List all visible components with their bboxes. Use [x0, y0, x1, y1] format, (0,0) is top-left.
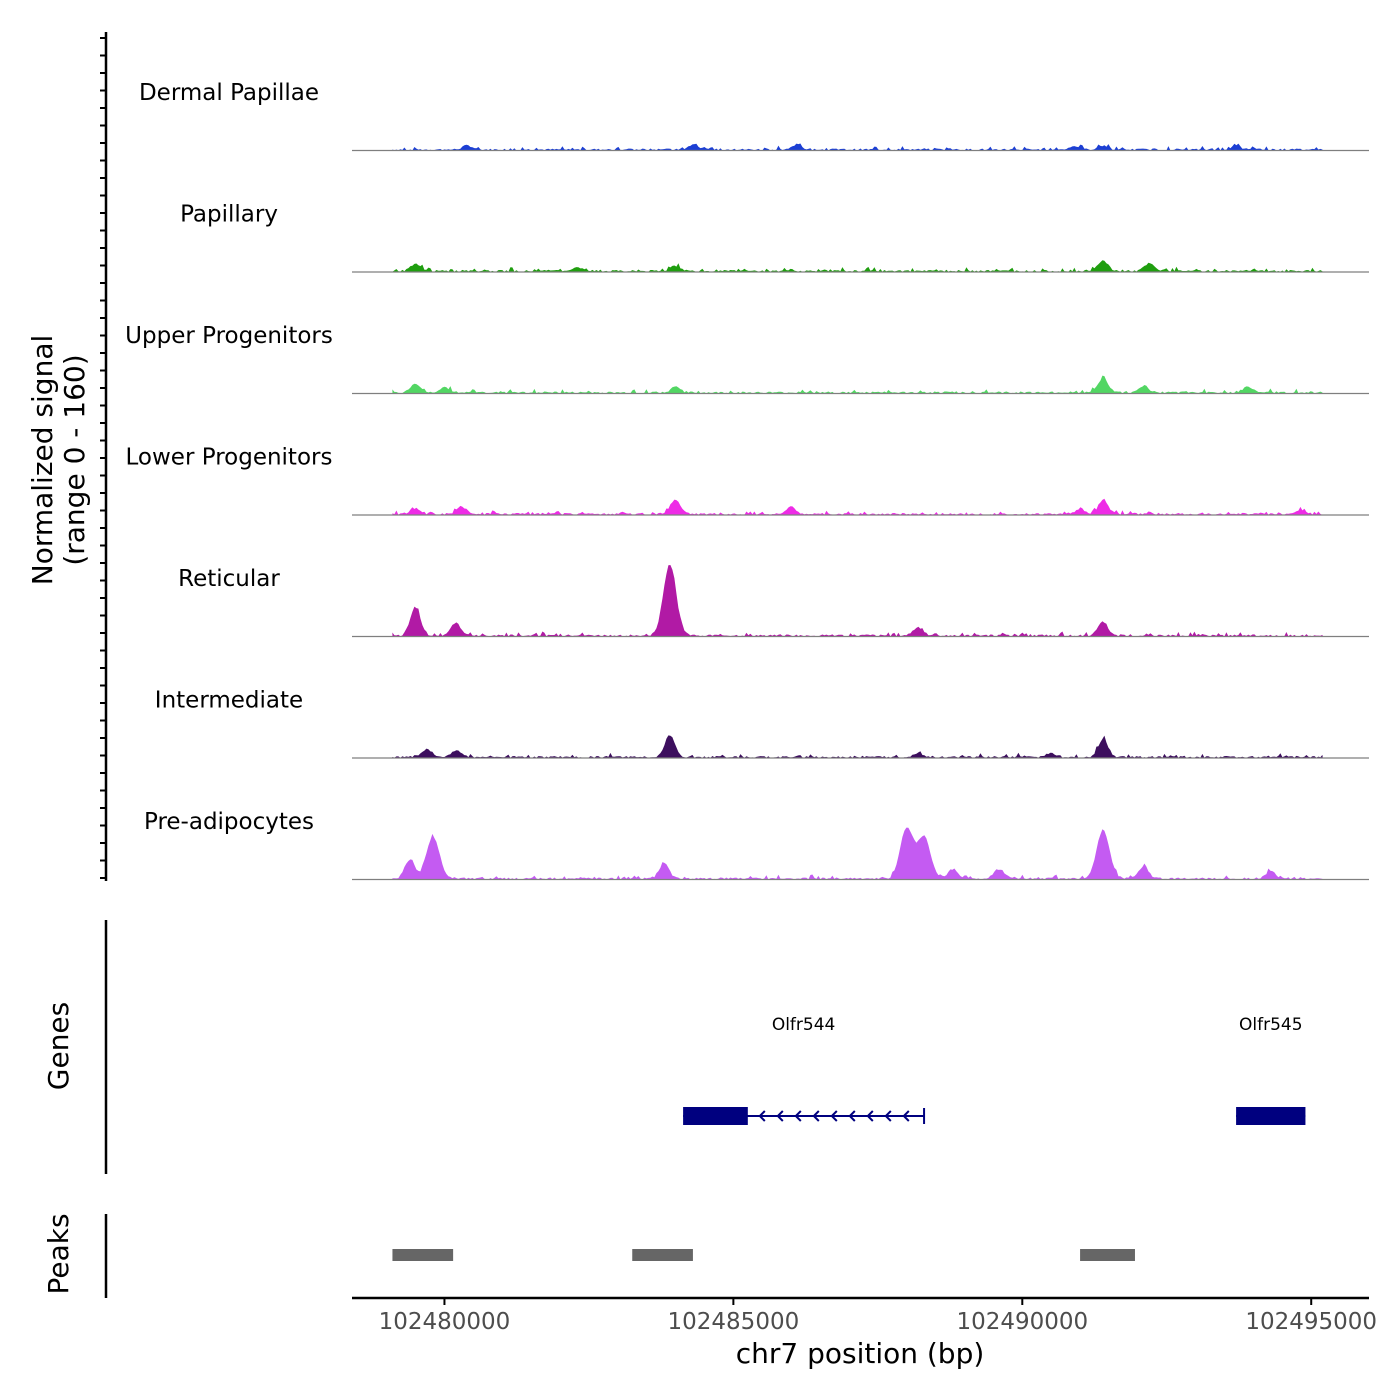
track-papillary: Papillary	[180, 202, 1369, 273]
gene-label: Olfr544	[772, 1015, 836, 1035]
x-axis-ticks: 102480000 102485000 102490000 102495000	[379, 1298, 1377, 1335]
track-reticular: Reticular	[178, 565, 1369, 638]
gene-exon	[1236, 1107, 1306, 1125]
signal-area	[392, 375, 1323, 394]
signal-tracks: Dermal Papillae Papillary Upper Progenitor…	[125, 80, 1369, 881]
signal-y-ticks	[100, 37, 106, 879]
track-pre-adipocytes: Pre-adipocytes	[144, 809, 1369, 881]
strand-arrow	[866, 1110, 874, 1122]
track-dermal-papillae: Dermal Papillae	[139, 80, 1369, 152]
gene-annotations: Olfr544 Olfr545	[683, 1015, 1306, 1125]
track-label: Intermediate	[155, 688, 303, 714]
track-lower-progenitors: Lower Progenitors	[126, 445, 1369, 516]
track-label: Pre-adipocytes	[144, 809, 314, 835]
peaks-panel-title: Peaks	[42, 1213, 75, 1294]
x-tick-label: 102485000	[668, 1309, 800, 1335]
x-tick-label: 102480000	[379, 1309, 511, 1335]
gene-exon	[683, 1107, 748, 1125]
track-label: Upper Progenitors	[125, 323, 333, 349]
x-axis-title: chr7 position (bp)	[736, 1337, 985, 1370]
signal-area	[392, 143, 1323, 151]
strand-arrow	[848, 1110, 856, 1122]
strand-arrow	[794, 1110, 802, 1122]
gene-olfr545: Olfr545	[1236, 1015, 1306, 1125]
signal-area	[392, 260, 1323, 272]
y-axis-title-line1: Normalized signal	[26, 335, 59, 586]
track-upper-progenitors: Upper Progenitors	[125, 323, 1369, 395]
strand-arrow	[830, 1110, 838, 1122]
strand-arrow	[812, 1110, 820, 1122]
track-label: Papillary	[180, 202, 278, 228]
genes-panel-title: Genes	[42, 1002, 75, 1090]
peak-region	[632, 1249, 693, 1261]
signal-area	[392, 735, 1323, 758]
signal-area	[392, 498, 1323, 515]
signal-area	[392, 565, 1323, 637]
peak-region	[392, 1249, 454, 1261]
strand-arrow	[902, 1110, 910, 1122]
x-tick-label: 102495000	[1245, 1309, 1377, 1335]
strand-arrow	[776, 1110, 784, 1122]
gene-label: Olfr545	[1239, 1015, 1303, 1035]
peak-region	[1080, 1249, 1135, 1261]
track-label: Lower Progenitors	[126, 445, 333, 471]
track-label: Reticular	[178, 566, 280, 592]
gene-olfr544: Olfr544	[683, 1015, 926, 1125]
strand-arrow	[758, 1110, 766, 1122]
signal-area	[392, 827, 1323, 880]
x-tick-label: 102490000	[956, 1309, 1088, 1335]
track-intermediate: Intermediate	[155, 688, 1369, 759]
strand-arrow	[884, 1110, 892, 1122]
track-label: Dermal Papillae	[139, 80, 319, 106]
y-axis-title-line2: (range 0 - 160)	[58, 354, 91, 565]
peak-regions	[392, 1249, 1135, 1261]
